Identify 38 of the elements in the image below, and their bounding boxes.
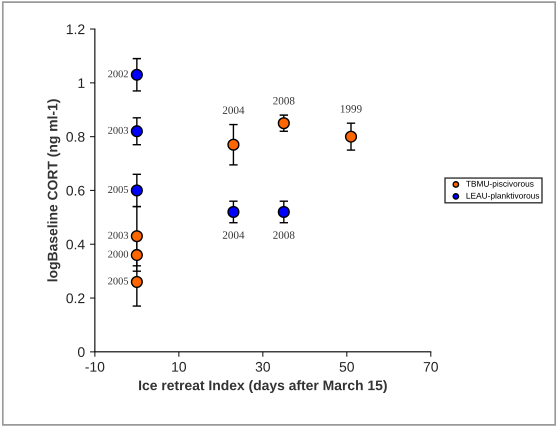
annotation: 2002 [108, 70, 128, 78]
point [130, 248, 143, 262]
annotation: 2005 [108, 277, 128, 285]
y-tick-label: 0 [78, 347, 85, 358]
point [130, 68, 143, 81]
legend-label: TBMU-piscivorous [466, 180, 534, 188]
point [130, 184, 143, 197]
point [278, 206, 290, 218]
point [227, 206, 240, 218]
annotation: 2000 [108, 250, 128, 258]
x-tick-label: 10 [172, 362, 186, 372]
legend-label: LEAU-planktivorous [466, 192, 540, 200]
annotation: 2008 [273, 231, 294, 239]
x-tick-label: 30 [256, 362, 270, 372]
annotation: 2003 [108, 126, 128, 134]
point [278, 117, 290, 130]
y-tick-label: 0.4 [66, 240, 85, 250]
y-tick-label: 0.2 [66, 293, 84, 304]
point [130, 276, 143, 288]
y-tick-label: 1 [78, 78, 84, 88]
point [227, 138, 240, 151]
annotation: 2008 [273, 97, 294, 105]
point [130, 230, 143, 242]
annotation: 2004 [222, 231, 244, 239]
y-axis-title: logBaseline CORT (ng ml-1) [47, 99, 60, 282]
annotation: 2003 [108, 232, 128, 239]
annotation: 2005 [108, 186, 128, 194]
y-tick-label: 0.6 [66, 186, 85, 196]
point [344, 130, 358, 143]
annotation: 1999 [340, 105, 362, 113]
x-tick-label: 50 [340, 362, 354, 372]
x-tick-label: 70 [424, 362, 438, 372]
x-tick-label: -10 [85, 362, 104, 372]
x-axis-title: Ice retreat Index (days after March 15) [139, 380, 387, 394]
y-tick-label: 0.8 [66, 132, 85, 142]
annotation: 2004 [222, 106, 244, 114]
point [130, 125, 143, 138]
y-tick-label: 1.2 [66, 24, 84, 34]
